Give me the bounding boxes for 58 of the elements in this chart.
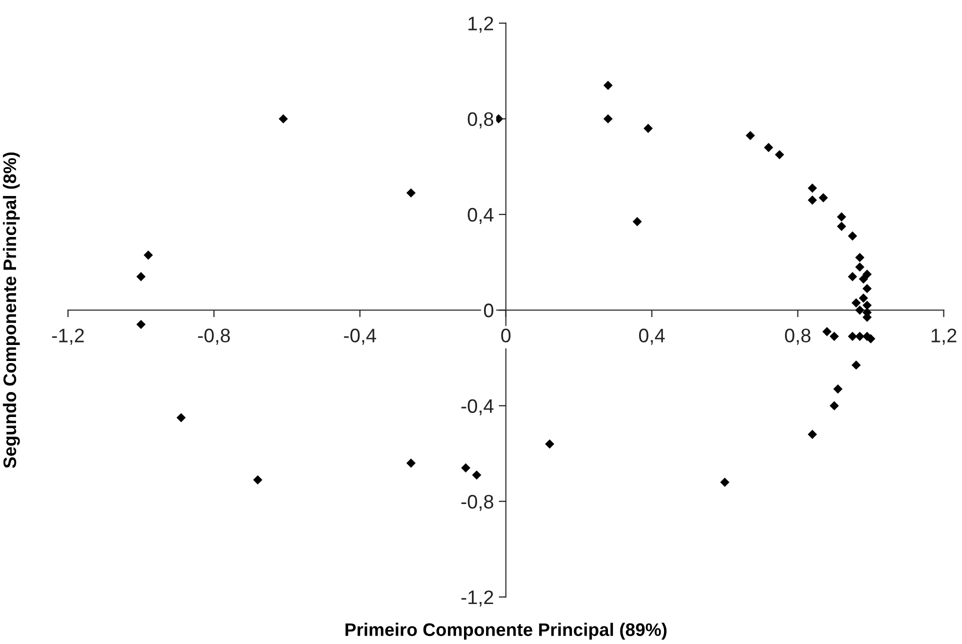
point (472, 470, 482, 480)
point (855, 262, 864, 272)
point (855, 332, 864, 341)
y-tick-label: 1,2 (468, 16, 494, 33)
point (144, 250, 153, 260)
point (808, 184, 817, 193)
y-tick-label: -1,2 (461, 590, 494, 607)
point (644, 124, 653, 133)
point (278, 114, 288, 124)
x-tick-label: -0,4 (344, 328, 376, 345)
point (848, 332, 858, 341)
point (808, 430, 817, 440)
x-tick-label: 1,2 (932, 328, 956, 345)
point (852, 298, 861, 308)
point (822, 327, 832, 336)
point (136, 272, 146, 282)
point (406, 458, 416, 468)
point (774, 150, 784, 160)
y-tick-label: -0,4 (461, 399, 494, 416)
point (818, 193, 828, 202)
point (852, 360, 861, 370)
y-tick-label: 0,4 (468, 208, 494, 224)
point (461, 463, 470, 472)
x-tick-label: 0 (501, 328, 511, 342)
point (848, 231, 858, 241)
point (858, 294, 868, 303)
point (836, 212, 846, 222)
point (136, 320, 146, 330)
point (808, 196, 817, 205)
x-tick-label: -0,8 (198, 328, 230, 345)
point (848, 272, 858, 282)
point (545, 439, 554, 449)
point (632, 217, 642, 226)
point (862, 300, 872, 310)
point (836, 222, 846, 232)
point (720, 478, 730, 487)
point (603, 114, 613, 124)
point (858, 274, 868, 284)
point (406, 188, 416, 198)
point (830, 332, 839, 341)
point (855, 305, 864, 315)
point (176, 413, 186, 422)
point (830, 401, 839, 410)
x-axis-title: Primeiro Componente Principal (89%) (346, 622, 667, 640)
point (746, 130, 755, 140)
point (833, 384, 843, 394)
y-axis-title: Segundo Componente Principal (8%) (2, 152, 20, 468)
y-tick-label: 0 (484, 304, 494, 318)
y-tick-label: 0,8 (468, 112, 494, 128)
x-tick-label: 0,8 (785, 328, 810, 345)
point (603, 80, 613, 90)
point (253, 475, 262, 484)
point (862, 284, 872, 294)
point (855, 252, 864, 262)
y-tick-label: -0,8 (461, 494, 494, 511)
x-tick-label: 0,4 (639, 328, 665, 345)
x-tick-label: -1,2 (52, 328, 84, 345)
point (764, 142, 774, 152)
